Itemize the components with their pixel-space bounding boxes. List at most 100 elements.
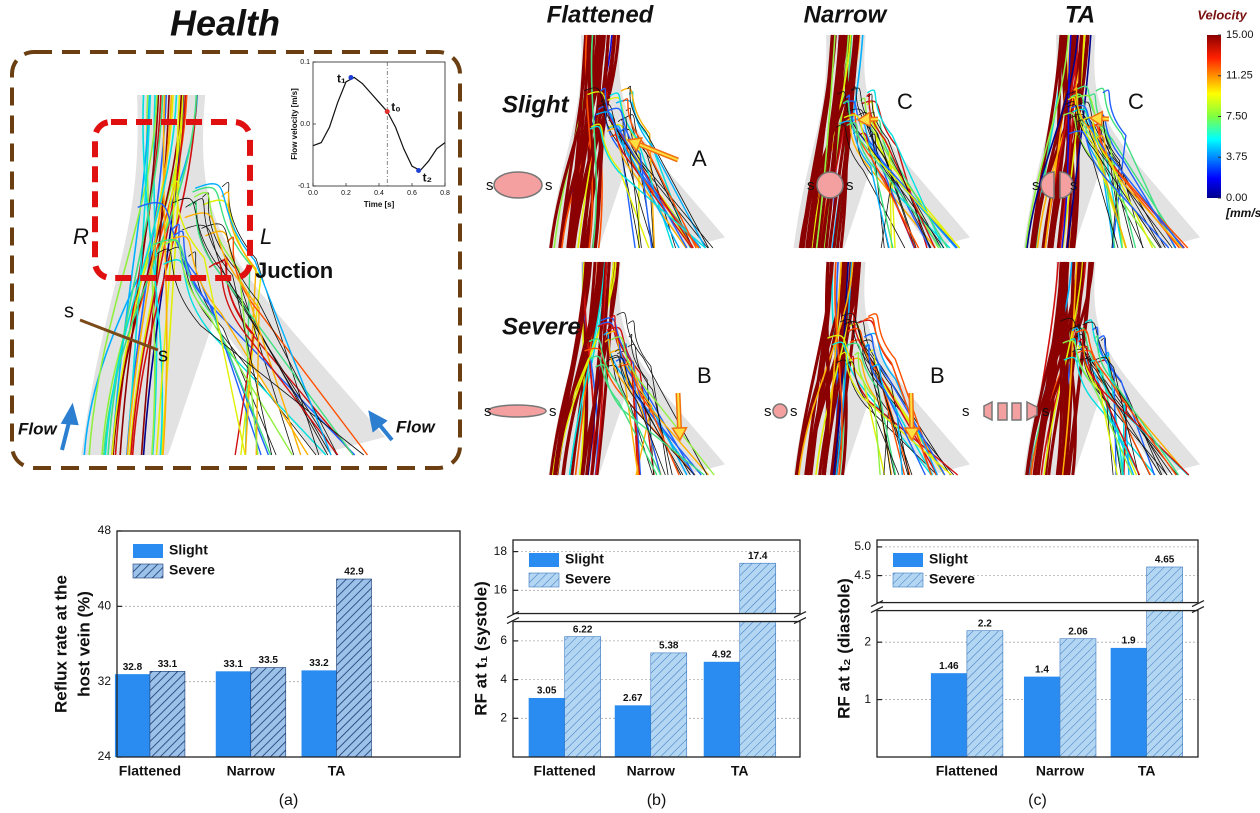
legend-swatch [893, 553, 923, 567]
row-title: Slight [502, 91, 570, 118]
legend-swatch [529, 553, 559, 567]
y-axis-label: Flow velocity [m/s] [290, 88, 299, 160]
section-label: s [764, 403, 772, 420]
legend-label: Severe [929, 571, 975, 587]
y-tick-label: 0.0 [300, 121, 310, 128]
section-label: s [1042, 403, 1050, 420]
axis-break [869, 603, 1206, 611]
bar [740, 563, 776, 757]
bar [651, 653, 687, 757]
x-tick-label: Narrow [227, 763, 275, 779]
caption: (a) [279, 792, 299, 809]
figure: Health R L Juction s s Flow Flow Flatten… [0, 0, 1260, 813]
y-tick-label: 6 [500, 633, 507, 647]
colorbar-unit: [mm/s] [1225, 206, 1260, 220]
y-tick-label: 1 [864, 692, 871, 706]
flow-label: Flow [18, 419, 58, 438]
bar [615, 705, 651, 757]
x-tick-label: Flattened [119, 763, 181, 779]
annotation-label: C [897, 89, 913, 114]
bar [216, 671, 251, 757]
section-label: s [807, 177, 815, 194]
annotation-arrow [911, 393, 912, 428]
value-label: 17.4 [748, 551, 768, 562]
x-tick-label: TA [1138, 763, 1156, 779]
legend-swatch [529, 573, 559, 587]
x-tick-label: 0.8 [440, 190, 450, 197]
value-label: 5.38 [659, 641, 679, 652]
bar [1060, 639, 1096, 757]
section-label: s [846, 177, 854, 194]
value-label: 3.05 [537, 686, 557, 697]
flow-label: Flow [396, 417, 436, 436]
y-tick-label: -0.1 [298, 183, 310, 190]
y-axis-label: RF at t₁ (systole) [471, 581, 490, 716]
value-label: 33.5 [259, 655, 279, 666]
section-label: s [1032, 177, 1040, 194]
time-point [385, 109, 390, 114]
value-label: 33.2 [309, 658, 329, 669]
value-label: 2.06 [1068, 626, 1088, 637]
y-tick-label: 16 [494, 582, 508, 596]
caption: (c) [1028, 792, 1047, 809]
section-label: s [790, 403, 798, 420]
bar [1111, 648, 1147, 757]
r-label: R [73, 224, 89, 249]
legend-label: Severe [169, 562, 215, 578]
y-tick-label: 2 [864, 634, 871, 648]
bar [704, 662, 740, 757]
section-label: s [1070, 177, 1078, 194]
y-tick-label: 32 [98, 674, 112, 688]
colorbar-tick-label: 11.25 [1226, 70, 1253, 82]
legend-label: Slight [565, 551, 604, 567]
time-point-label: t₀ [391, 100, 400, 114]
bar [565, 637, 601, 757]
y-tick-label: 48 [98, 523, 112, 537]
time-point [348, 75, 353, 80]
y-tick-label: 40 [98, 599, 112, 613]
x-tick-label: 0.4 [374, 190, 384, 197]
x-tick-label: Flattened [534, 763, 596, 779]
value-label: 1.4 [1035, 664, 1049, 675]
y-tick-label: 0.1 [300, 59, 310, 66]
x-tick-label: TA [328, 763, 346, 779]
value-label: 32.8 [123, 662, 143, 673]
section-label: s [486, 177, 494, 194]
time-point [416, 168, 421, 173]
x-axis-label: Time [s] [364, 200, 395, 209]
y-tick-label: 24 [98, 749, 112, 763]
colorbar-title: Velocity [1197, 7, 1247, 22]
x-tick-label: Narrow [627, 763, 675, 779]
value-label: 6.22 [573, 624, 593, 635]
colorbar-tick-label: 0.00 [1226, 192, 1247, 204]
annotation-label: B [697, 363, 712, 388]
legend-swatch [133, 564, 163, 578]
bar [150, 671, 185, 757]
row-title: Severe [502, 313, 581, 340]
l-label: L [260, 224, 272, 249]
colorbar-tick-label: 15.00 [1226, 29, 1254, 41]
section-label: s [962, 403, 970, 420]
value-label: 1.9 [1122, 636, 1136, 647]
x-tick-label: Narrow [1036, 763, 1084, 779]
bar [337, 579, 372, 757]
bar [251, 668, 286, 757]
axis-break [505, 614, 808, 622]
value-label: 33.1 [224, 659, 244, 670]
section-label: s [545, 177, 553, 194]
value-label: 4.92 [712, 649, 732, 660]
bar [967, 631, 1003, 757]
x-tick-label: 0.0 [308, 190, 318, 197]
y-tick-label: 4.5 [854, 568, 871, 582]
x-tick-label: TA [731, 763, 749, 779]
y-tick-label: 5.0 [854, 539, 871, 553]
legend-swatch [893, 573, 923, 587]
value-label: 1.46 [939, 661, 959, 672]
column-title: Narrow [804, 1, 888, 28]
legend-label: Slight [169, 542, 208, 558]
x-tick-label: 0.6 [407, 190, 417, 197]
y-axis-label: host vein (%) [74, 591, 93, 697]
bar [302, 670, 337, 757]
section-label: s [484, 403, 492, 420]
section-label: s [64, 300, 74, 322]
